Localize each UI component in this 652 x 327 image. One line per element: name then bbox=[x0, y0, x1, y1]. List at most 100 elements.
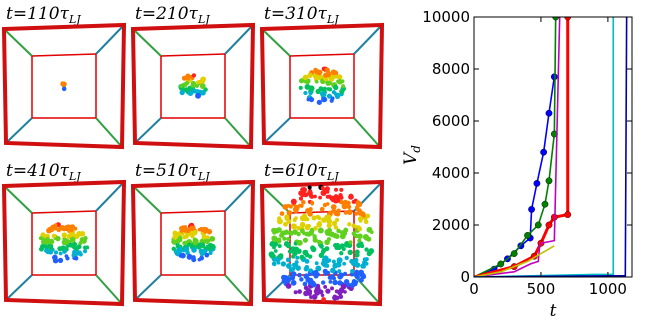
box-edge-inner bbox=[160, 210, 226, 214]
cluster-particle bbox=[307, 72, 313, 79]
cluster-particle bbox=[277, 216, 282, 221]
cluster-particle bbox=[48, 245, 54, 251]
panel-label: t=610τLJ bbox=[264, 161, 339, 183]
cluster-particle bbox=[190, 80, 197, 87]
cluster-particle bbox=[271, 261, 277, 267]
cluster-particle bbox=[316, 239, 322, 245]
box-edge-depth bbox=[263, 117, 291, 144]
cluster-particle bbox=[354, 249, 360, 255]
cluster-particle bbox=[272, 235, 277, 240]
cluster-particle bbox=[291, 223, 298, 230]
cluster-particle bbox=[370, 230, 374, 235]
cluster-particle bbox=[207, 246, 212, 252]
cluster-particle bbox=[299, 228, 305, 234]
box-edge-outer bbox=[1, 179, 127, 307]
cluster-particle bbox=[330, 267, 336, 274]
cluster-particle bbox=[325, 258, 330, 264]
cluster-particle bbox=[337, 269, 342, 274]
cluster-particle bbox=[45, 240, 50, 245]
cluster-particle bbox=[351, 231, 357, 236]
cluster-particle bbox=[293, 206, 300, 212]
cluster-particle bbox=[341, 84, 346, 89]
box-edge-inner bbox=[31, 53, 97, 57]
cluster-particle bbox=[286, 237, 291, 241]
cluster-particle bbox=[53, 250, 59, 255]
cluster-particle bbox=[343, 210, 348, 215]
box-edge-depth bbox=[224, 24, 254, 55]
cluster-particle bbox=[304, 224, 311, 230]
box-edge-depth bbox=[95, 181, 125, 212]
box-edge-depth bbox=[5, 117, 33, 144]
cluster-particle bbox=[310, 281, 317, 288]
cluster-particle bbox=[60, 246, 65, 251]
cluster-particle bbox=[192, 229, 198, 236]
x-tick-label: 1000 bbox=[589, 280, 627, 298]
cluster-particle bbox=[81, 238, 87, 244]
cluster-particle bbox=[332, 197, 339, 204]
cluster-particle bbox=[334, 217, 340, 222]
cluster-particle bbox=[306, 232, 312, 237]
cluster-particle bbox=[73, 226, 78, 231]
cluster-particle bbox=[308, 91, 313, 96]
panel-label-main: t=610τ bbox=[264, 161, 328, 181]
cluster-particle bbox=[364, 236, 369, 241]
cluster-particle bbox=[289, 275, 296, 281]
cluster-particle bbox=[311, 294, 318, 300]
cluster-particle bbox=[354, 253, 359, 258]
cluster-particle bbox=[205, 235, 210, 239]
series-marker bbox=[510, 250, 518, 258]
cluster-particle bbox=[303, 90, 308, 96]
cluster-particle bbox=[340, 79, 345, 84]
cluster-particle bbox=[318, 195, 322, 200]
cluster-particle bbox=[320, 293, 325, 298]
cluster-particle bbox=[44, 248, 49, 253]
cluster-particle bbox=[333, 243, 338, 248]
box-edge-outer bbox=[130, 179, 256, 307]
cluster-particle bbox=[346, 204, 352, 210]
cluster-particle bbox=[282, 236, 287, 241]
cluster-particle bbox=[305, 217, 310, 222]
cluster-particle bbox=[50, 224, 56, 230]
box-edge-depth bbox=[95, 274, 123, 305]
cluster-particle bbox=[334, 233, 340, 239]
cluster-particle bbox=[337, 74, 343, 80]
cluster-particle bbox=[197, 257, 202, 262]
cluster-particle bbox=[290, 280, 297, 286]
cluster-particle bbox=[61, 86, 67, 92]
series-line bbox=[474, 76, 556, 277]
cluster-particle bbox=[179, 89, 185, 96]
cluster-particle bbox=[294, 260, 299, 265]
cluster-particle bbox=[333, 70, 338, 75]
cluster-particle bbox=[310, 246, 317, 253]
cluster-particle bbox=[362, 257, 367, 261]
cluster-particle bbox=[333, 194, 339, 199]
box-edge-depth bbox=[353, 117, 381, 148]
panel-label-sub: LJ bbox=[326, 13, 339, 26]
cluster-particle bbox=[182, 234, 187, 240]
y-tick-label: 8000 bbox=[432, 60, 470, 78]
cluster-particle bbox=[325, 80, 331, 86]
cluster-particle bbox=[293, 290, 298, 295]
series-marker bbox=[541, 200, 549, 208]
cluster-particle bbox=[171, 246, 177, 252]
cluster-particle bbox=[313, 68, 319, 74]
box-edge-inner bbox=[289, 53, 355, 57]
cluster-particle bbox=[293, 263, 299, 268]
cluster-particle bbox=[309, 194, 315, 199]
cluster-particle bbox=[331, 259, 336, 264]
cluster-particle bbox=[303, 285, 309, 291]
cluster-particle bbox=[355, 200, 361, 206]
cluster-particle bbox=[324, 67, 330, 73]
cluster-particle bbox=[286, 219, 292, 224]
cluster-particle bbox=[69, 236, 76, 243]
cluster-particle bbox=[179, 84, 184, 88]
box-edge-depth bbox=[95, 24, 125, 55]
cluster-particle bbox=[57, 257, 64, 264]
box-edge-depth bbox=[261, 28, 291, 57]
x-axis-label: t bbox=[550, 301, 557, 321]
cluster-particle bbox=[211, 245, 216, 250]
cluster-particle bbox=[357, 226, 363, 232]
cluster-particle bbox=[187, 242, 192, 247]
cluster-particle bbox=[297, 289, 302, 294]
cluster-particle bbox=[330, 204, 337, 210]
